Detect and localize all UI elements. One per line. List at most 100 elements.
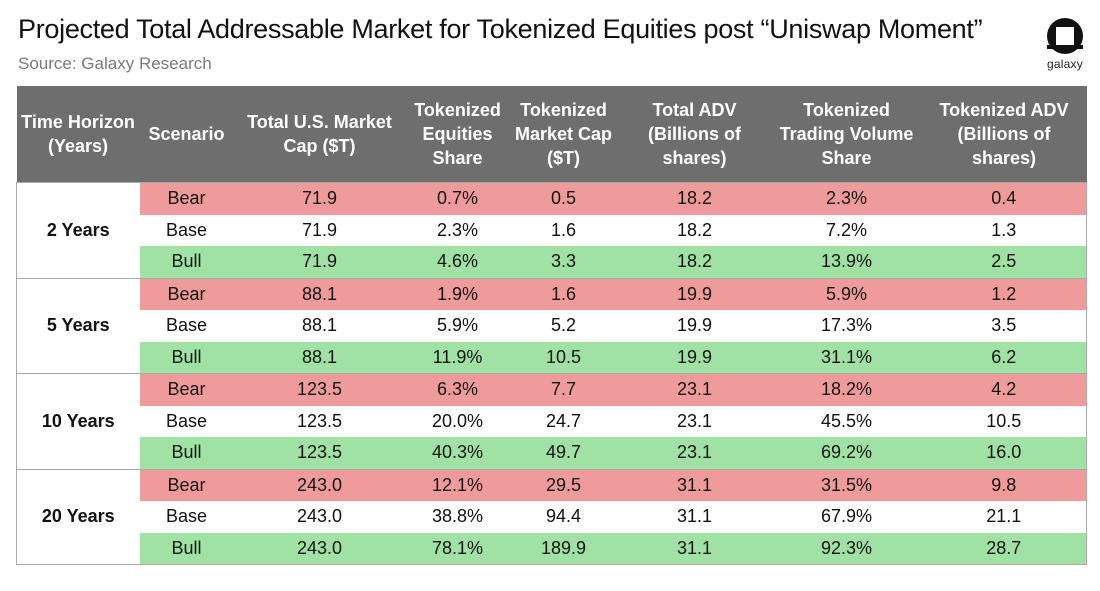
time-horizon-cell: 20 Years: [16, 468, 140, 565]
value-cell: 23.1: [617, 437, 772, 470]
value-cell: 12.1%: [405, 468, 510, 501]
value-cell: 13.9%: [771, 246, 922, 279]
scenario-cell: Base: [139, 501, 234, 533]
value-cell: 123.5: [233, 437, 406, 470]
scenario-cell: Bear: [139, 373, 234, 406]
table-row: Base 88.1 5.9% 5.2 19.9 17.3% 3.5: [17, 310, 1087, 342]
scenario-cell: Base: [139, 405, 234, 437]
page-title: Projected Total Addressable Market for T…: [18, 14, 983, 44]
value-cell: 10.5: [509, 341, 618, 374]
column-header: Tokenized ADV (Billions of shares): [921, 86, 1087, 183]
value-cell: 18.2: [617, 246, 772, 279]
scenario-cell: Bull: [139, 341, 234, 374]
galaxy-logo: galaxy: [1037, 16, 1093, 78]
value-cell: 1.9%: [405, 277, 510, 310]
column-header: Total ADV (Billions of shares): [617, 86, 772, 183]
table-row: Bull 243.0 78.1% 189.9 31.1 92.3% 28.7: [17, 532, 1087, 565]
value-cell: 69.2%: [771, 437, 922, 470]
galaxy-logo-text: galaxy: [1047, 57, 1083, 71]
value-cell: 1.3: [921, 214, 1087, 246]
value-cell: 1.6: [509, 214, 618, 246]
table-row: Base 243.0 38.8% 94.4 31.1 67.9% 21.1: [17, 501, 1087, 533]
value-cell: 31.5%: [771, 468, 922, 501]
value-cell: 7.2%: [771, 214, 922, 246]
value-cell: 71.9: [233, 214, 406, 246]
value-cell: 243.0: [233, 501, 406, 533]
value-cell: 9.8: [921, 468, 1087, 501]
value-cell: 3.3: [509, 246, 618, 279]
scenario-cell: Bear: [139, 277, 234, 310]
scenario-cell: Bear: [139, 468, 234, 501]
value-cell: 31.1: [617, 468, 772, 501]
value-cell: 20.0%: [405, 405, 510, 437]
column-header: Tokenized Trading Volume Share: [771, 86, 922, 183]
time-horizon-cell: 2 Years: [16, 182, 140, 279]
table-body: 2 Years Bear 71.9 0.7% 0.5 18.2 2.3% 0.4 Base 71.…: [16, 182, 1087, 565]
table-row: 2 Years Bear 71.9 0.7% 0.5 18.2 2.3% 0.4: [16, 182, 1087, 279]
table-row: Base 123.5 20.0% 24.7 23.1 45.5% 10.5: [17, 405, 1087, 437]
time-horizon-cell: 10 Years: [16, 373, 140, 470]
value-cell: 2.3%: [405, 214, 510, 246]
value-cell: 31.1: [617, 501, 772, 533]
value-cell: 49.7: [509, 437, 618, 470]
value-cell: 243.0: [233, 468, 406, 501]
table-row: Bull 71.9 4.6% 3.3 18.2 13.9% 2.5: [17, 246, 1087, 279]
column-header: Scenario: [139, 86, 234, 183]
value-cell: 2.5: [921, 246, 1087, 279]
value-cell: 23.1: [617, 405, 772, 437]
tam-table: Time Horizon (Years) Scenario Total U.S.…: [16, 86, 1087, 565]
value-cell: 21.1: [921, 501, 1087, 533]
value-cell: 23.1: [617, 373, 772, 406]
column-header: Tokenized Equities Share: [405, 86, 510, 183]
column-header: Time Horizon (Years): [16, 86, 140, 183]
value-cell: 1.2: [921, 277, 1087, 310]
value-cell: 19.9: [617, 341, 772, 374]
value-cell: 94.4: [509, 501, 618, 533]
column-header: Tokenized Market Cap ($T): [509, 86, 618, 183]
value-cell: 5.2: [509, 310, 618, 342]
value-cell: 0.5: [509, 182, 618, 215]
value-cell: 123.5: [233, 405, 406, 437]
scenario-cell: Bear: [139, 182, 234, 215]
value-cell: 4.6%: [405, 246, 510, 279]
column-header: Total U.S. Market Cap ($T): [233, 86, 406, 183]
value-cell: 71.9: [233, 246, 406, 279]
scenario-cell: Base: [139, 310, 234, 342]
value-cell: 5.9%: [405, 310, 510, 342]
value-cell: 10.5: [921, 405, 1087, 437]
scenario-cell: Bull: [139, 532, 234, 565]
value-cell: 5.9%: [771, 277, 922, 310]
value-cell: 0.4: [921, 182, 1087, 215]
table-row: 5 Years Bear 88.1 1.9% 1.6 19.9 5.9% 1.2: [16, 277, 1087, 374]
value-cell: 18.2: [617, 182, 772, 215]
value-cell: 92.3%: [771, 532, 922, 565]
galaxy-logo-icon: [1047, 18, 1083, 54]
value-cell: 29.5: [509, 468, 618, 501]
value-cell: 71.9: [233, 182, 406, 215]
source-note: Source: Galaxy Research: [18, 54, 212, 73]
value-cell: 38.8%: [405, 501, 510, 533]
value-cell: 4.2: [921, 373, 1087, 406]
value-cell: 19.9: [617, 310, 772, 342]
value-cell: 28.7: [921, 532, 1087, 565]
value-cell: 18.2: [617, 214, 772, 246]
value-cell: 19.9: [617, 277, 772, 310]
scenario-cell: Base: [139, 214, 234, 246]
table-header-row: Time Horizon (Years) Scenario Total U.S.…: [16, 86, 1087, 183]
value-cell: 88.1: [233, 277, 406, 310]
value-cell: 0.7%: [405, 182, 510, 215]
value-cell: 2.3%: [771, 182, 922, 215]
value-cell: 1.6: [509, 277, 618, 310]
value-cell: 24.7: [509, 405, 618, 437]
table-row: 20 Years Bear 243.0 12.1% 29.5 31.1 31.5% 9.8: [16, 468, 1087, 565]
table-row: Bull 88.1 11.9% 10.5 19.9 31.1% 6.2: [17, 341, 1087, 374]
value-cell: 67.9%: [771, 501, 922, 533]
value-cell: 31.1%: [771, 341, 922, 374]
value-cell: 3.5: [921, 310, 1087, 342]
value-cell: 7.7: [509, 373, 618, 406]
value-cell: 78.1%: [405, 532, 510, 565]
value-cell: 88.1: [233, 341, 406, 374]
value-cell: 40.3%: [405, 437, 510, 470]
value-cell: 123.5: [233, 373, 406, 406]
value-cell: 11.9%: [405, 341, 510, 374]
